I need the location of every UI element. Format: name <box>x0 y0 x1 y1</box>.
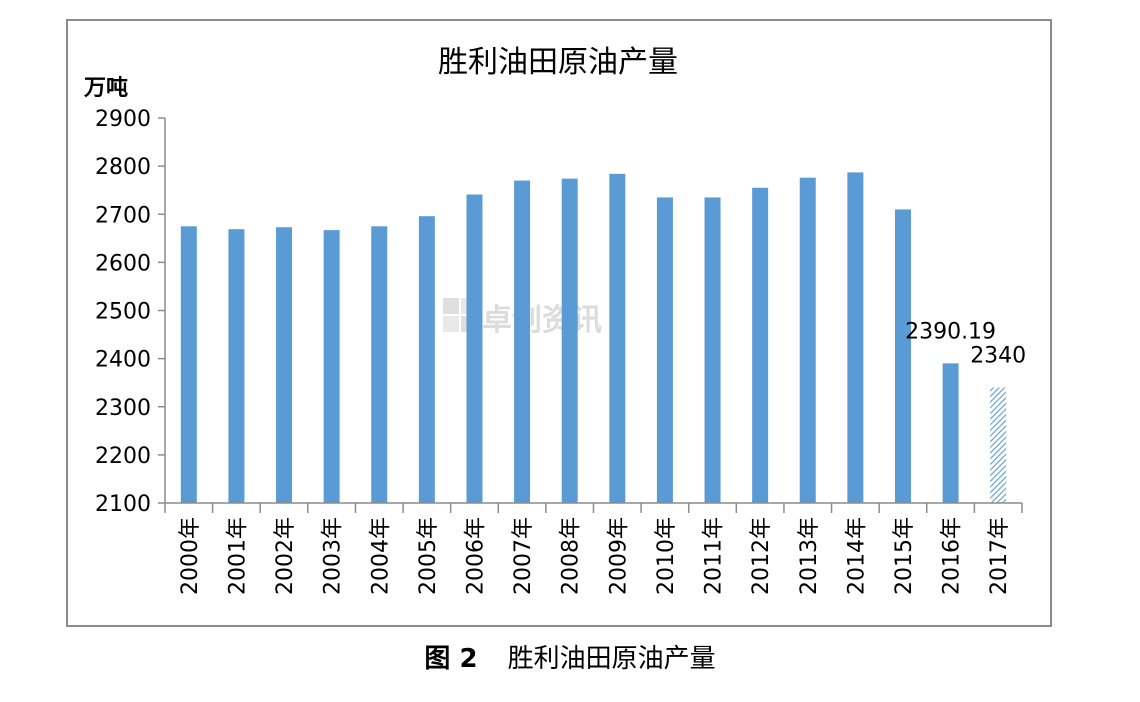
x-axis: 2000年 2001年 2002年 2003年 2004年 2005年 2006年 2007年… <box>164 502 1023 595</box>
data-label: 2390.19 <box>905 319 996 344</box>
figure-caption: 图 2 胜利油田原油产量 <box>0 638 1140 675</box>
bar-2014年 <box>847 172 864 503</box>
x-tick-label: 2007年 <box>511 517 536 595</box>
bar-2017年 <box>990 387 1007 503</box>
y-tick-label: 2100 <box>95 492 151 517</box>
bar-2002年 <box>276 227 293 503</box>
x-tick-label: 2001年 <box>225 517 250 595</box>
y-axis: 2100 2200 2300 2400 2500 2600 2700 2800 2900 <box>95 107 166 517</box>
x-tick-label: 2011年 <box>702 517 727 595</box>
x-tick-label: 2010年 <box>654 517 679 595</box>
bar-2010年 <box>656 197 673 503</box>
caption-figure-number: 图 2 <box>424 644 478 674</box>
bar-2000年 <box>180 226 197 503</box>
bar-2004年 <box>371 226 388 503</box>
bar-2015年 <box>894 209 911 503</box>
bar-2008年 <box>561 178 578 503</box>
y-axis-unit-label: 万吨 <box>83 76 128 101</box>
bar-2001年 <box>228 229 245 503</box>
chart-title: 胜利油田原油产量 <box>438 45 678 80</box>
y-tick-label: 2700 <box>95 203 151 228</box>
bar-2006年 <box>466 194 483 504</box>
x-tick-label: 2005年 <box>416 517 441 595</box>
y-tick-label: 2800 <box>95 155 151 180</box>
bar-2011年 <box>704 197 721 503</box>
bar-2012年 <box>752 187 769 503</box>
x-tick-label: 2008年 <box>559 517 584 595</box>
svg-text:卓创资讯: 卓创资讯 <box>482 303 602 338</box>
y-tick-label: 2900 <box>95 107 151 132</box>
bar-2009年 <box>609 173 626 503</box>
y-tick-label: 2200 <box>95 444 151 469</box>
y-tick-label: 2600 <box>95 251 151 276</box>
bar-2003年 <box>323 230 340 503</box>
x-tick-label: 2012年 <box>749 517 774 595</box>
x-tick-label: 2000年 <box>178 517 203 595</box>
y-tick-label: 2500 <box>95 300 151 325</box>
bar-2005年 <box>418 216 435 504</box>
bar-2016年 <box>942 363 959 503</box>
x-tick-label: 2003年 <box>321 517 346 595</box>
caption-text: 胜利油田原油产量 <box>507 644 716 674</box>
x-tick-label: 2009年 <box>606 517 631 595</box>
bar-2007年 <box>514 180 531 503</box>
x-tick-label: 2006年 <box>463 517 488 595</box>
bars <box>180 172 1007 504</box>
x-tick-label: 2016年 <box>940 517 965 595</box>
bar-2013年 <box>799 177 816 504</box>
x-tick-label: 2013年 <box>797 517 822 595</box>
x-tick-label: 2015年 <box>892 517 917 595</box>
x-tick-label: 2017年 <box>987 517 1012 595</box>
y-tick-label: 2400 <box>95 348 151 373</box>
x-tick-label: 2004年 <box>368 517 393 595</box>
data-label: 2340 <box>970 344 1026 369</box>
y-tick-label: 2300 <box>95 396 151 421</box>
x-tick-label: 2014年 <box>844 517 869 595</box>
x-tick-label: 2002年 <box>273 517 298 595</box>
